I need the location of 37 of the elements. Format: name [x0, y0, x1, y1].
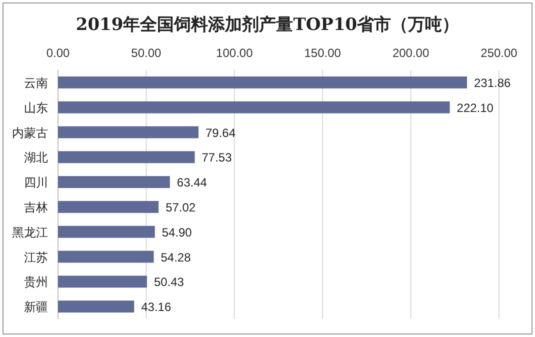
x-tick-label: 100.00	[216, 46, 254, 60]
bar	[58, 226, 155, 238]
data-label: 54.90	[162, 225, 192, 240]
x-tick-label: 50.00	[131, 46, 162, 60]
y-tick-label: 黑龙江	[12, 225, 48, 240]
data-label: 231.86	[474, 76, 512, 90]
y-tick-label: 贵州	[24, 275, 48, 290]
y-tick-label: 新疆	[24, 300, 48, 314]
data-label: 77.53	[202, 150, 232, 165]
data-label: 54.28	[160, 250, 192, 264]
chart-title: 2019年全国饲料添加剂产量TOP10省市（万吨）	[76, 15, 460, 35]
data-label: 63.44	[176, 176, 208, 190]
bar	[58, 200, 159, 213]
x-tick-label: 200.00	[392, 46, 430, 60]
bar	[58, 151, 195, 164]
y-tick-label: 四川	[24, 176, 48, 190]
bar	[58, 276, 147, 288]
x-tick-label: 250.00	[480, 46, 518, 60]
y-tick-label: 江苏	[24, 250, 48, 264]
data-label: 50.43	[154, 275, 184, 290]
data-label: 57.02	[166, 200, 196, 214]
x-tick-label: 150.00	[304, 46, 342, 60]
data-label: 43.16	[141, 300, 172, 314]
y-tick-label: 山东	[24, 100, 48, 115]
bar	[58, 126, 198, 138]
y-tick-label: 湖北	[24, 150, 48, 165]
y-tick-label: 吉林	[24, 200, 48, 214]
data-label: 222.10	[456, 100, 494, 115]
x-tick-label: 0.00	[46, 46, 70, 60]
bar	[58, 176, 170, 188]
bar	[58, 101, 450, 114]
bar	[58, 300, 134, 313]
bar	[58, 250, 154, 263]
y-tick-label: 内蒙古	[12, 126, 48, 140]
y-tick-label: 云南	[24, 76, 48, 90]
bar	[58, 76, 467, 88]
data-label: 79.64	[205, 126, 236, 140]
